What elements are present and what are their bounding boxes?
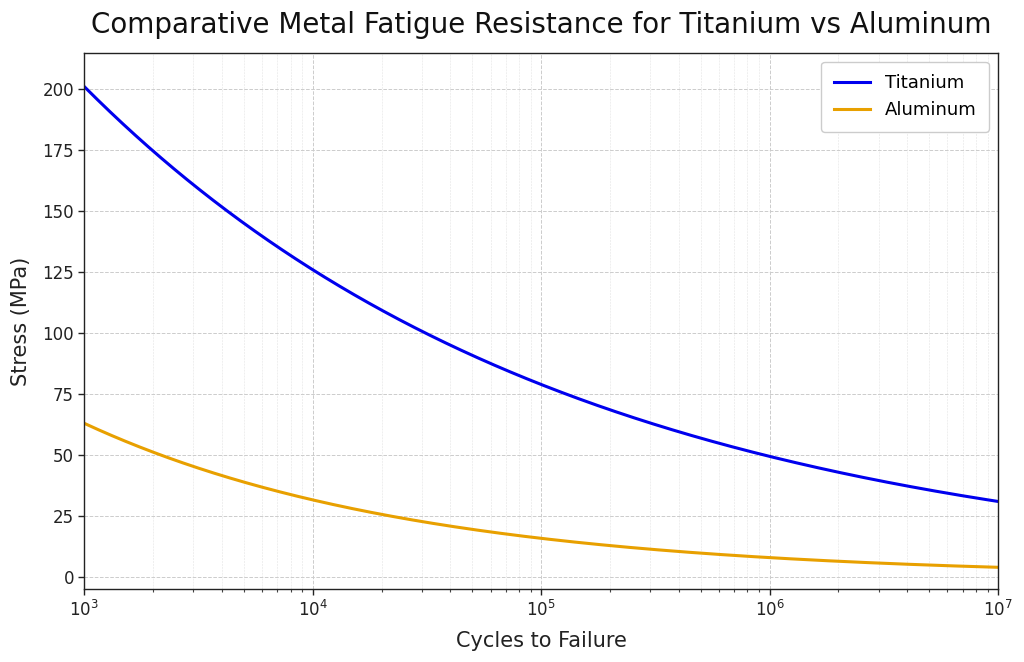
Titanium bbox=[992, 497, 1005, 505]
Y-axis label: Stress (MPa): Stress (MPa) bbox=[11, 256, 31, 385]
Line: Titanium: Titanium bbox=[84, 87, 998, 501]
Aluminum bbox=[791, 555, 803, 563]
Aluminum bbox=[172, 457, 184, 465]
Aluminum bbox=[447, 523, 460, 531]
Aluminum bbox=[807, 556, 819, 564]
Legend: Titanium, Aluminum: Titanium, Aluminum bbox=[821, 62, 989, 132]
Aluminum bbox=[78, 420, 90, 428]
Aluminum bbox=[480, 528, 493, 536]
Titanium bbox=[791, 459, 803, 467]
Aluminum bbox=[706, 550, 718, 558]
Titanium bbox=[706, 437, 718, 445]
Titanium bbox=[172, 168, 184, 176]
Titanium bbox=[480, 358, 493, 366]
X-axis label: Cycles to Failure: Cycles to Failure bbox=[456, 631, 627, 651]
Line: Aluminum: Aluminum bbox=[84, 424, 998, 567]
Aluminum bbox=[992, 563, 1005, 571]
Titanium bbox=[807, 463, 819, 471]
Title: Comparative Metal Fatigue Resistance for Titanium vs Aluminum: Comparative Metal Fatigue Resistance for… bbox=[91, 11, 991, 39]
Titanium bbox=[78, 83, 90, 91]
Titanium bbox=[447, 343, 460, 351]
